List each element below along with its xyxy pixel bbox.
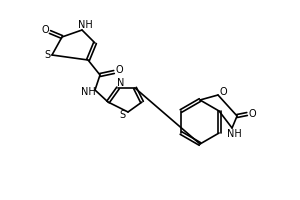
Text: O: O xyxy=(219,87,227,97)
Text: O: O xyxy=(248,109,256,119)
Text: O: O xyxy=(41,25,49,35)
Text: NH: NH xyxy=(81,87,95,97)
Text: S: S xyxy=(119,110,125,120)
Text: S: S xyxy=(44,50,50,60)
Text: O: O xyxy=(115,65,123,75)
Text: N: N xyxy=(117,78,125,88)
Text: NH: NH xyxy=(227,129,242,139)
Text: NH: NH xyxy=(78,20,92,30)
